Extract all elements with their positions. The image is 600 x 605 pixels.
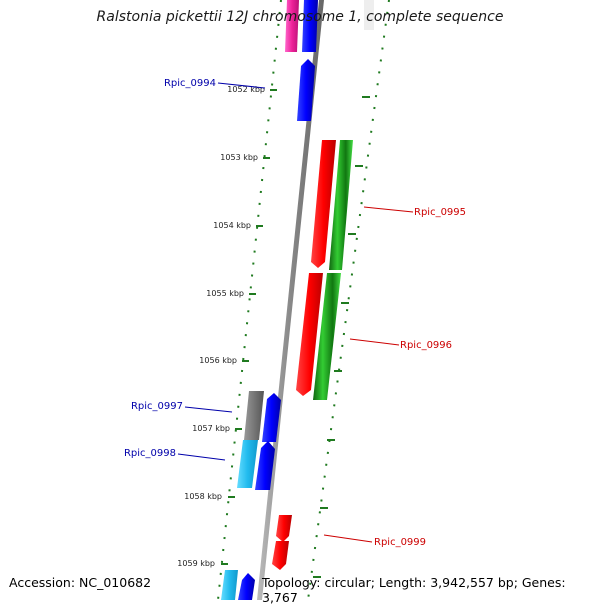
kbp-tick-1052: 1052 kbp (227, 85, 277, 94)
feature-green-1 (329, 140, 353, 270)
feature-green-2 (313, 273, 341, 400)
gene-label-Rpic_0996[interactable]: Rpic_0996 (400, 340, 452, 351)
gene-label-Rpic_0994[interactable]: Rpic_0994 (164, 78, 216, 89)
kbp-tick-1053: 1053 kbp (220, 153, 270, 162)
svg-text:1059 kbp: 1059 kbp (177, 559, 215, 568)
gene-Rpic_0996[interactable] (296, 273, 323, 396)
topology-text: Topology: circular; Length: 3,942,557 bp… (262, 575, 566, 605)
callout-line-Rpic_0998 (177, 453, 226, 461)
feature-blue-top (302, 0, 318, 52)
gene-Rpic_0998[interactable] (237, 440, 258, 488)
callout-line-Rpic_0994 (217, 82, 266, 89)
svg-text:1058 kbp: 1058 kbp (184, 492, 222, 501)
svg-text:1057 kbp: 1057 kbp (192, 424, 230, 433)
left-tick-rail (217, 0, 282, 600)
kbp-tick-1058: 1058 kbp (184, 492, 235, 501)
accession-text: Accession: NC_010682 (9, 575, 152, 590)
callout-line-Rpic_0997 (184, 406, 233, 413)
feature-gray (244, 391, 264, 440)
feature-blue-bottom (238, 573, 255, 600)
kbp-tick-1056: 1056 kbp (199, 356, 249, 365)
gene-Rpic_0995[interactable] (311, 140, 336, 268)
svg-text:1052 kbp: 1052 kbp (227, 85, 265, 94)
right-tick-rail (307, 0, 390, 600)
feature-red-small (272, 541, 289, 570)
gene-label-Rpic_0995[interactable]: Rpic_0995 (414, 207, 466, 218)
gene-label-Rpic_0999[interactable]: Rpic_0999 (374, 537, 426, 548)
feature-blue-2 (255, 441, 275, 490)
svg-text:1054 kbp: 1054 kbp (213, 221, 251, 230)
right-rail-major-ticks (313, 96, 370, 578)
gene-Rpic_0994[interactable] (297, 59, 315, 121)
callout-line-Rpic_0999 (323, 534, 373, 543)
map-title: Ralstonia pickettii 12J chromosome 1, co… (96, 9, 504, 25)
svg-text:1053 kbp: 1053 kbp (220, 153, 258, 162)
kbp-tick-1059: 1059 kbp (177, 559, 228, 568)
kbp-tick-1054: 1054 kbp (213, 221, 263, 230)
callout-line-Rpic_0995 (363, 206, 414, 213)
feature-cyan-bottom (221, 570, 238, 600)
gene-Rpic_0997[interactable] (262, 393, 281, 442)
feature-magenta-top (285, 0, 299, 52)
svg-text:1055 kbp: 1055 kbp (206, 289, 244, 298)
backbone-highlight (364, 0, 374, 30)
svg-text:1056 kbp: 1056 kbp (199, 356, 237, 365)
kbp-tick-1057: 1057 kbp (192, 424, 242, 433)
kbp-tick-1055: 1055 kbp (206, 289, 256, 298)
callout-line-Rpic_0996 (349, 338, 400, 346)
gene-label-Rpic_0997[interactable]: Rpic_0997 (131, 401, 183, 412)
gene-Rpic_0999[interactable] (276, 515, 292, 542)
gene-label-Rpic_0998[interactable]: Rpic_0998 (124, 448, 176, 459)
